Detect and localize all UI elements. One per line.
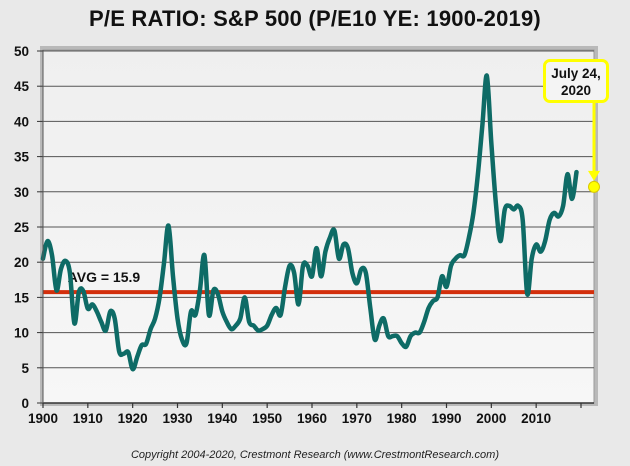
callout-line-1: July 24, [551,66,601,81]
y-tick-label: 40 [14,114,29,129]
y-tick-label: 10 [14,326,29,341]
x-tick-label: 1910 [73,411,103,426]
pe10-series-line [40,73,579,372]
chart-title: P/E RATIO: S&P 500 (P/E10 YE: 1900-2019) [89,6,541,31]
y-axis: 0 5 10 15 20 25 30 35 40 45 50 [14,44,43,411]
x-tick-label: 2000 [476,411,506,426]
date-callout-box: July 24, 2020 [543,59,609,103]
y-tick-label: 30 [14,185,29,200]
y-tick-label: 20 [14,255,29,270]
x-tick-label: 1980 [387,411,417,426]
x-axis: 1900 1910 1920 1930 1940 1950 1960 1970 1980 1990… [28,403,582,426]
x-tick-label: 1970 [342,411,372,426]
y-tick-label: 50 [14,44,29,59]
x-tick-label: 1900 [28,411,58,426]
y-tick-label: 25 [14,220,30,235]
x-tick-label: 1920 [118,411,148,426]
average-label: AVG = 15.9 [68,269,141,285]
x-tick-label: 1990 [431,411,461,426]
y-tick-label: 15 [14,290,30,305]
x-tick-label: 1930 [162,411,192,426]
copyright-footer: Copyright 2004-2020, Crestmont Research … [130,449,500,461]
x-tick-label: 1950 [252,411,282,426]
current-value-marker [588,180,600,193]
callout-arrowhead [588,170,600,181]
x-tick-label: 1940 [207,411,237,426]
x-tick-label: 2010 [521,411,551,426]
y-tick-label: 0 [21,396,29,411]
callout-line-2: 2020 [560,83,592,98]
y-tick-label: 35 [14,150,30,165]
x-tick-label: 1960 [297,411,327,426]
y-tick-label: 5 [21,361,29,376]
y-tick-label: 45 [14,79,30,94]
